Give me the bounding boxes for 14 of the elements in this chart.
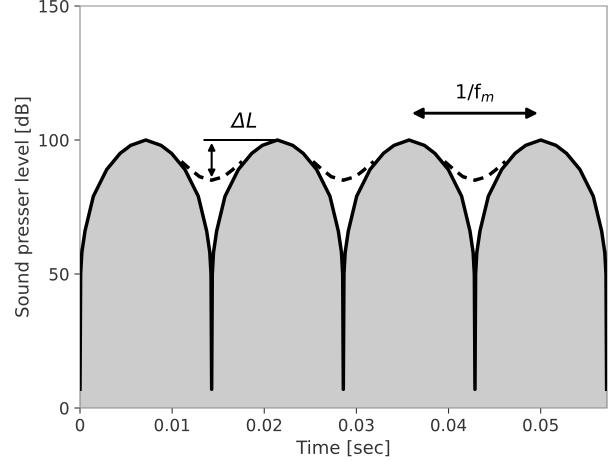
y-axis-title: Sound presser level [dB] [14, 98, 32, 317]
y-tick-label: 100 [40, 134, 68, 147]
annotation: 1/f$_{m}$ [457, 84, 494, 102]
y-tick-label: 150 [40, 0, 68, 13]
x-tick-label: 0.01 [154, 418, 190, 432]
x-tick-label: 0.02 [246, 418, 282, 432]
y-tick-label: 0 [60, 402, 68, 415]
x-axis-title: Time [sec] [296, 440, 390, 456]
x-tick-label: 0.04 [431, 418, 466, 432]
x-tick-label: 0.05 [523, 418, 558, 432]
x-tick-label: 0 [76, 418, 84, 432]
y-tick-label: 50 [50, 268, 68, 281]
annotation: ΔL [230, 112, 256, 128]
x-tick-label: 0.03 [338, 418, 374, 432]
